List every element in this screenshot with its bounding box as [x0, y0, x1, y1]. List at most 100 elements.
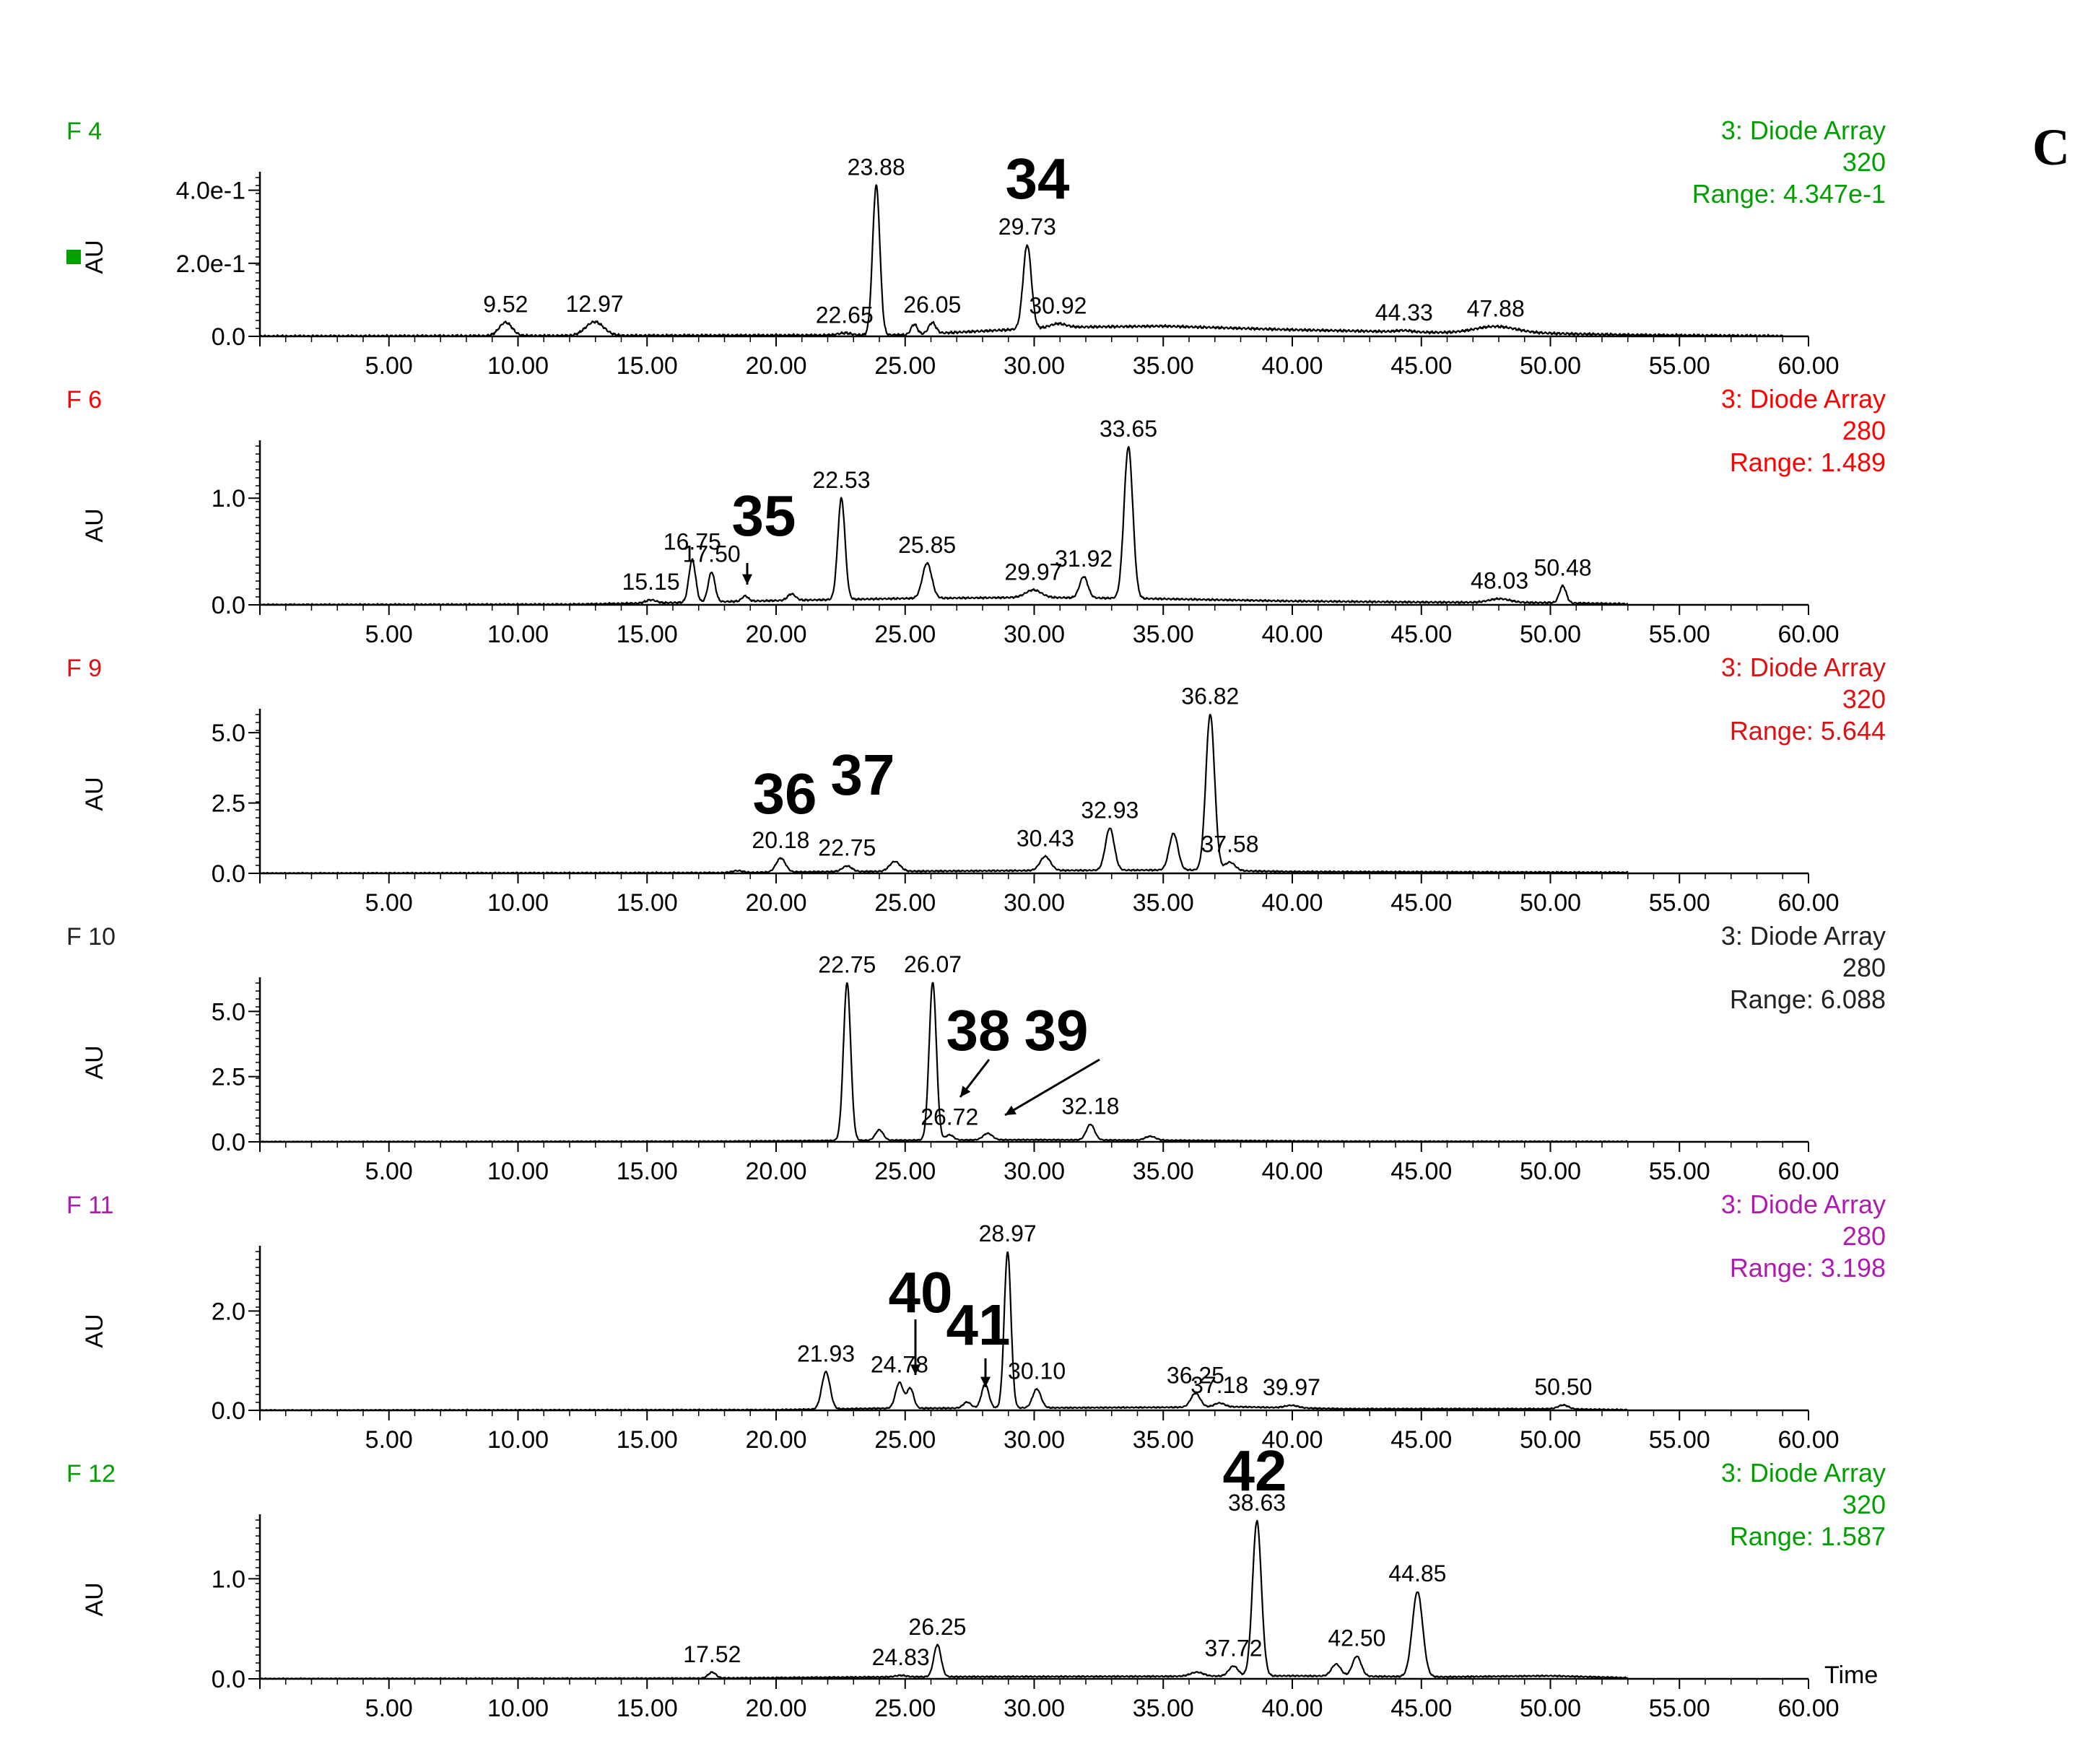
compound-arrowhead	[960, 1086, 971, 1097]
x-tick-label: 25.00	[874, 1426, 936, 1454]
peak-retention-label: 26.05	[903, 292, 961, 318]
peak-retention-label: 26.72	[920, 1104, 978, 1130]
peak-retention-label: 12.97	[566, 291, 624, 317]
x-tick-label: 25.00	[874, 352, 936, 380]
x-tick-label: 60.00	[1777, 889, 1839, 917]
peak-retention-label: 21.93	[797, 1341, 855, 1367]
peak-retention-label: 31.92	[1055, 546, 1113, 572]
x-tick-label: 25.00	[874, 889, 936, 917]
x-tick-label: 10.00	[487, 1158, 549, 1185]
x-tick-label: 55.00	[1649, 1426, 1710, 1454]
x-tick-label: 5.00	[365, 1695, 413, 1722]
compound-arrow	[1004, 1058, 1100, 1117]
x-tick-label: 55.00	[1649, 1695, 1710, 1722]
peak-retention-label: 16.75	[663, 528, 721, 554]
y-tick-label: 2.5	[212, 1064, 245, 1091]
peak-retention-label: 38.63	[1228, 1490, 1286, 1516]
peak-retention-label: 28.97	[979, 1221, 1037, 1246]
peak-retention-label: 26.25	[908, 1614, 966, 1640]
fraction-label: F 12	[66, 1460, 116, 1488]
x-tick-label: 10.00	[487, 352, 549, 380]
x-tick-label: 55.00	[1649, 352, 1710, 380]
peak-retention-label: 17.50	[683, 541, 741, 567]
peak-retention-label: 25.85	[898, 532, 956, 558]
x-tick-label: 10.00	[487, 889, 549, 917]
chromatogram-trace	[259, 982, 1629, 1143]
compound-arrowhead	[910, 1364, 920, 1375]
chromatogram-trace	[259, 184, 1783, 338]
x-tick-label: 30.00	[1004, 1426, 1065, 1454]
peak-retention-label: 37.72	[1204, 1635, 1262, 1661]
y-tick-label: 2.0	[212, 1298, 245, 1325]
x-tick-label: 15.00	[617, 1695, 678, 1722]
y-axis-label: AU	[81, 777, 108, 811]
detector-label: 3: Diode Array	[1721, 1189, 1886, 1219]
x-tick-label: 20.00	[745, 1158, 806, 1185]
y-tick-label: 0.0	[212, 323, 245, 351]
x-tick-label: 35.00	[1133, 1426, 1194, 1454]
x-tick-label: 15.00	[617, 1426, 678, 1454]
peak-retention-label: 47.88	[1467, 295, 1525, 321]
compound-number: 41	[946, 1293, 1011, 1357]
x-tick-label: 30.00	[1004, 889, 1065, 917]
x-tick-label: 25.00	[874, 621, 936, 648]
peak-retention-label: 9.52	[483, 292, 528, 318]
compound-number: 39	[1024, 998, 1089, 1062]
detector-label: 3: Diode Array	[1721, 921, 1886, 951]
peak-retention-label: 42.50	[1328, 1625, 1385, 1651]
detector-label: 3: Diode Array	[1721, 652, 1886, 682]
x-tick-label: 35.00	[1133, 352, 1194, 380]
y-axis-label: AU	[81, 1314, 108, 1348]
x-tick-label: 45.00	[1390, 352, 1452, 380]
x-tick-label: 20.00	[745, 1695, 806, 1722]
range-label: Range: 1.587	[1730, 1521, 1886, 1551]
compound-number: 38	[946, 998, 1011, 1062]
y-tick-label: 2.5	[212, 790, 245, 818]
peak-retention-label: 30.10	[1008, 1358, 1066, 1384]
fraction-label: F 9	[66, 655, 102, 682]
y-axis-label: AU	[81, 1582, 108, 1616]
y-axis-label: AU	[81, 1045, 108, 1079]
x-tick-label: 55.00	[1649, 1158, 1710, 1185]
x-tick-label: 60.00	[1777, 1695, 1839, 1722]
x-tick-label: 5.00	[365, 1426, 413, 1454]
peak-retention-label: 22.65	[816, 302, 874, 328]
y-tick-label: 5.0	[212, 998, 245, 1026]
x-tick-label: 5.00	[365, 352, 413, 380]
chromatogram-trace	[259, 713, 1629, 875]
x-tick-label: 15.00	[617, 1158, 678, 1185]
x-tick-label: 15.00	[617, 889, 678, 917]
x-tick-label: 20.00	[745, 889, 806, 917]
peak-retention-label: 26.07	[904, 951, 962, 977]
y-tick-label: 0.0	[212, 860, 245, 888]
peak-retention-label: 33.65	[1100, 416, 1157, 442]
range-label: Range: 3.198	[1730, 1253, 1886, 1283]
x-tick-label: 30.00	[1004, 352, 1065, 380]
wavelength-label: 320	[1842, 1490, 1886, 1519]
x-tick-label: 45.00	[1390, 621, 1452, 648]
y-tick-label: 4.0e-1	[176, 178, 245, 205]
y-tick-label: 1.0	[212, 485, 245, 512]
y-tick-label: 5.0	[212, 720, 245, 747]
y-tick-label: 0.0	[212, 1666, 245, 1693]
x-tick-label: 35.00	[1133, 889, 1194, 917]
x-tick-label: 15.00	[617, 621, 678, 648]
x-tick-label: 50.00	[1520, 352, 1581, 380]
range-label: Range: 1.489	[1730, 447, 1886, 477]
x-tick-label: 60.00	[1777, 1158, 1839, 1185]
x-tick-label: 50.00	[1520, 1695, 1581, 1722]
peak-retention-label: 17.52	[683, 1641, 741, 1667]
x-tick-label: 45.00	[1390, 1695, 1452, 1722]
compound-arrowhead	[1005, 1105, 1017, 1115]
wavelength-label: 280	[1842, 1221, 1886, 1251]
x-tick-label: 50.00	[1520, 889, 1581, 917]
x-tick-label: 20.00	[745, 1426, 806, 1454]
range-label: Range: 4.347e-1	[1692, 179, 1886, 209]
x-tick-label: 45.00	[1390, 1426, 1452, 1454]
y-axis-label: AU	[81, 240, 108, 274]
